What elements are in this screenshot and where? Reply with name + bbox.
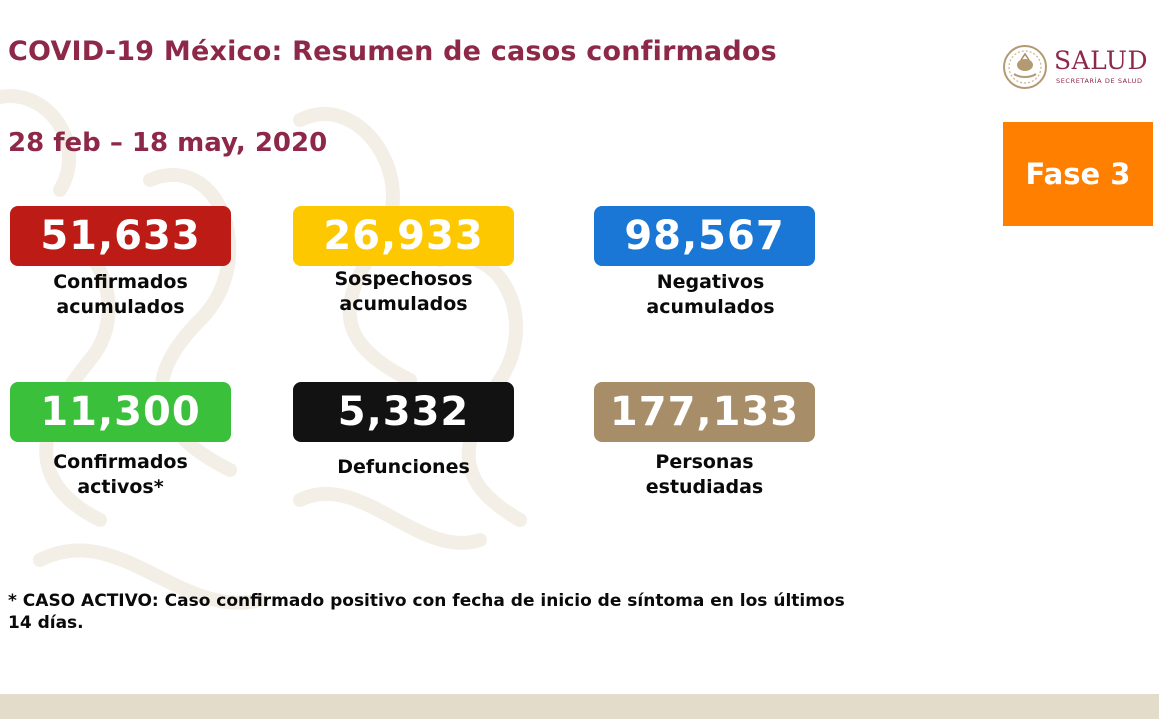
salud-logo: SALUD SECRETARÍA DE SALUD bbox=[1000, 42, 1159, 94]
suspected-cumulative-value: 26,933 bbox=[293, 206, 514, 266]
confirmed-active-label: Confirmados activos* bbox=[53, 451, 188, 498]
bottom-band bbox=[0, 694, 1159, 719]
active-case-footnote: * CASO ACTIVO: Caso confirmado positivo … bbox=[8, 591, 845, 633]
negative-cumulative-label: Negativos acumulados bbox=[646, 271, 775, 318]
logo-name: SALUD bbox=[1054, 46, 1149, 75]
logo-subtitle: SECRETARÍA DE SALUD bbox=[1056, 77, 1143, 85]
phase-badge: Fase 3 bbox=[1003, 122, 1153, 226]
people-studied-value: 177,133 bbox=[594, 382, 815, 442]
date-range: 28 feb – 18 may, 2020 bbox=[8, 128, 328, 158]
people-studied-label: Personas estudiadas bbox=[645, 451, 764, 498]
deaths-label: Defunciones bbox=[337, 456, 470, 478]
confirmed-cumulative-label: Confirmados acumulados bbox=[53, 271, 188, 318]
mexico-coat-of-arms-icon bbox=[1003, 45, 1047, 89]
page-title: COVID-19 México: Resumen de casos confir… bbox=[8, 36, 777, 67]
negative-cumulative-value: 98,567 bbox=[594, 206, 815, 266]
suspected-cumulative-label: Sospechosos acumulados bbox=[334, 268, 473, 315]
background-pattern bbox=[0, 89, 527, 610]
deaths-value: 5,332 bbox=[293, 382, 514, 442]
confirmed-cumulative-value: 51,633 bbox=[10, 206, 231, 266]
confirmed-active-value: 11,300 bbox=[10, 382, 231, 442]
